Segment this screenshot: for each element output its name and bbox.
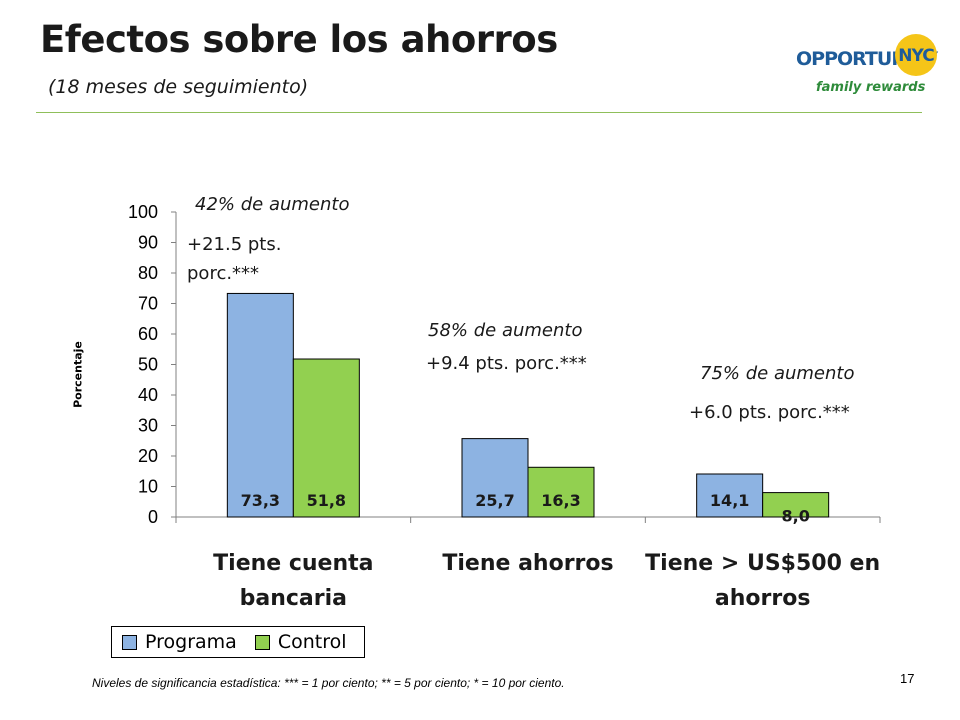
y-tick-label: 70: [138, 294, 158, 314]
bar-value-label: 14,1: [710, 491, 749, 510]
x-category-label: ahorros: [715, 586, 811, 611]
y-tick-label: 0: [148, 507, 158, 527]
annotation-group2-percent: 58% de aumento: [428, 320, 583, 341]
bar-control-2: [762, 492, 830, 518]
bar-value-label: 51,8: [307, 491, 346, 510]
annotation-group3-percent: 75% de aumento: [700, 363, 855, 384]
bar-programa-1: [461, 438, 529, 518]
annotation-group3-points: +6.0 pts. porc.***: [689, 402, 850, 423]
slide-title: Efectos sobre los ahorros: [40, 18, 558, 61]
legend-swatch-control: [254, 634, 270, 650]
title-divider: [36, 112, 922, 113]
y-tick-label: 40: [138, 385, 158, 405]
x-category-label: Tiene > US$500 en: [645, 551, 880, 576]
y-tick-label: 50: [138, 355, 158, 375]
x-category-label: bancaria: [240, 586, 347, 611]
y-axis-label: Porcentaje: [71, 341, 85, 408]
annotation-group1-points-line2: porc.***: [187, 263, 260, 284]
annotation-group1-percent: 42% de aumento: [195, 194, 350, 215]
y-tick-label: 90: [138, 233, 158, 253]
page-number: 17: [900, 671, 915, 686]
y-tick-label: 20: [138, 446, 158, 466]
annotation-group1-points-line1: +21.5 pts.: [187, 234, 282, 255]
y-tick-label: 30: [138, 416, 158, 436]
y-tick-label: 100: [128, 202, 158, 222]
legend-item-programa: Programa: [122, 631, 237, 653]
chart-legend: Programa Control: [111, 626, 365, 658]
bar-value-label: 73,3: [241, 491, 280, 510]
logo-text-family-rewards: family rewards: [816, 80, 926, 95]
y-tick-label: 80: [138, 263, 158, 283]
legend-label-control: Control: [277, 631, 347, 653]
legend-swatch-programa: [122, 634, 137, 650]
significance-footnote: Niveles de significancia estadística: **…: [92, 676, 565, 690]
bar-value-label: 25,7: [475, 491, 514, 510]
x-category-label: Tiene cuenta: [213, 551, 373, 576]
y-tick-label: 10: [138, 477, 158, 497]
y-tick-label: 60: [138, 324, 158, 344]
opportunity-nyc-logo: OPPORTUNITY NYC family rewards: [796, 24, 946, 110]
slide-subtitle: (18 meses de seguimiento): [48, 76, 309, 98]
bar-programa-0: [226, 292, 294, 518]
x-category-label: Tiene ahorros: [442, 551, 613, 576]
legend-item-control: Control: [254, 631, 347, 653]
bar-programa-2: [696, 473, 764, 518]
legend-label-programa: Programa: [145, 631, 237, 653]
bar-control-0: [292, 358, 360, 518]
logo-circle-icon: [895, 34, 937, 76]
logo-text-nyc: NYC: [898, 46, 934, 66]
bar-control-1: [527, 466, 595, 518]
bar-value-label: 8,0: [781, 507, 809, 526]
bar-value-label: 16,3: [541, 491, 580, 510]
annotation-group2-points: +9.4 pts. porc.***: [426, 353, 587, 374]
